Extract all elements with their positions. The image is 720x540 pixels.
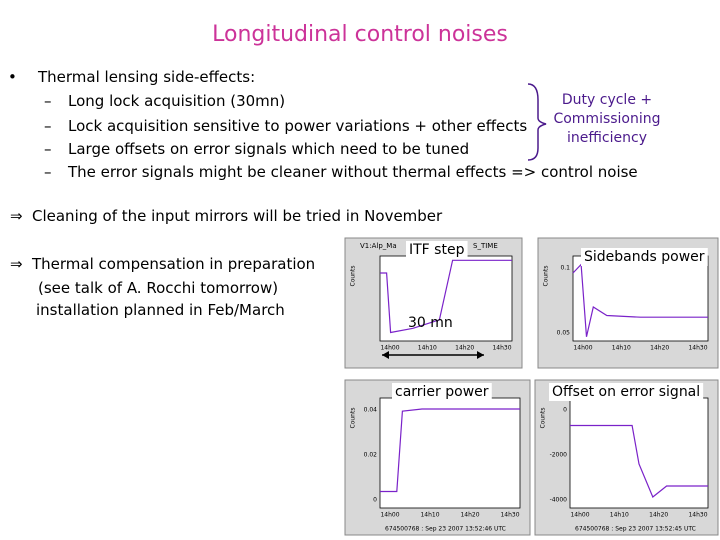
- label-box: [581, 248, 708, 266]
- arrow-item: Thermal compensation in preparation: [32, 255, 316, 273]
- y-tick-label: 0: [563, 407, 567, 414]
- arrow-item: installation planned in Feb/March: [36, 301, 285, 319]
- sub-item: Large offsets on error signals which nee…: [68, 140, 470, 158]
- x-tick-label: 14h20: [455, 345, 474, 352]
- dash: –: [44, 92, 52, 110]
- plot-header: V1:Alp_Ma: [360, 242, 397, 250]
- x-tick-label: 14h30: [500, 512, 519, 519]
- x-tick-label: 14h30: [492, 345, 511, 352]
- plot-curve: [380, 259, 512, 334]
- x-tick-label: 14h00: [570, 512, 589, 519]
- x-tick-label: 14h20: [650, 345, 669, 352]
- plot-footer: 674500768 : Sep 23 2007 13:52:45 UTC: [575, 526, 696, 533]
- plot-label: ITF step: [409, 242, 465, 258]
- plot-header: S_TIME: [473, 242, 498, 250]
- y-axis-title: Counts: [350, 408, 357, 429]
- arrow-glyph: ⇒: [10, 207, 23, 225]
- plot-label: carrier power: [395, 384, 489, 400]
- x-tick-label: 14h00: [573, 345, 592, 352]
- arrow-item: (see talk of A. Rocchi tomorrow): [38, 279, 279, 297]
- brace: [527, 83, 547, 161]
- sub-item: Long lock acquisition (30mn): [68, 92, 286, 110]
- plot-area: [379, 255, 513, 342]
- y-axis-title: Counts: [350, 266, 357, 287]
- bullet-glyph: •: [8, 68, 17, 86]
- plot-area: [569, 397, 709, 509]
- label-box: [406, 241, 468, 259]
- plot-label: Sidebands power: [584, 249, 705, 265]
- x-tick-label: 14h10: [418, 345, 437, 352]
- x-tick-label: 14h10: [610, 512, 629, 519]
- x-tick-label: 14h30: [688, 345, 707, 352]
- annotation: 30 mn: [408, 315, 453, 331]
- slide-title: Longitudinal control noises: [212, 22, 508, 47]
- plot-curve: [380, 408, 520, 493]
- dash: –: [44, 117, 52, 135]
- arrow-item: Cleaning of the input mirrors will be tr…: [32, 207, 443, 225]
- x-tick-label: 14h20: [460, 512, 479, 519]
- y-tick-label: 0.05: [557, 330, 571, 337]
- y-axis-title: Counts: [540, 408, 547, 429]
- plot-footer: 674500768 : Sep 23 2007 13:52:46 UTC: [385, 526, 506, 533]
- label-box: [392, 383, 492, 401]
- brace-note: Duty cycle +: [561, 92, 653, 108]
- x-tick-label: 14h30: [688, 512, 707, 519]
- y-tick-label: 0: [373, 497, 377, 504]
- brace-note: Commissioning: [553, 111, 661, 127]
- x-tick-label: 14h00: [380, 512, 399, 519]
- x-tick-label: 14h10: [420, 512, 439, 519]
- plot-curve: [570, 424, 708, 498]
- y-tick-label: -4000: [550, 497, 568, 504]
- x-tick-label: 14h10: [612, 345, 631, 352]
- label-box: [549, 383, 704, 401]
- x-tick-label: 14h20: [649, 512, 668, 519]
- sub-item: The error signals might be cleaner witho…: [68, 163, 638, 181]
- dash: –: [44, 140, 52, 158]
- y-tick-label: 0.02: [364, 452, 378, 459]
- sub-item: Lock acquisition sensitive to power vari…: [68, 117, 528, 135]
- bullet-main: Thermal lensing side-effects:: [38, 68, 256, 86]
- dash: –: [44, 163, 52, 181]
- y-tick-label: 0.1: [560, 265, 570, 272]
- plot-label: Offset on error signal: [552, 384, 700, 400]
- brace-note: inefficiency: [567, 130, 647, 146]
- arrow-glyph: ⇒: [10, 255, 23, 273]
- y-tick-label: -2000: [550, 452, 568, 459]
- plot-area: [572, 255, 709, 342]
- y-axis-title: Counts: [543, 266, 550, 287]
- plot-area: [379, 397, 521, 509]
- y-tick-label: 0.04: [364, 407, 378, 414]
- x-tick-label: 14h00: [380, 345, 399, 352]
